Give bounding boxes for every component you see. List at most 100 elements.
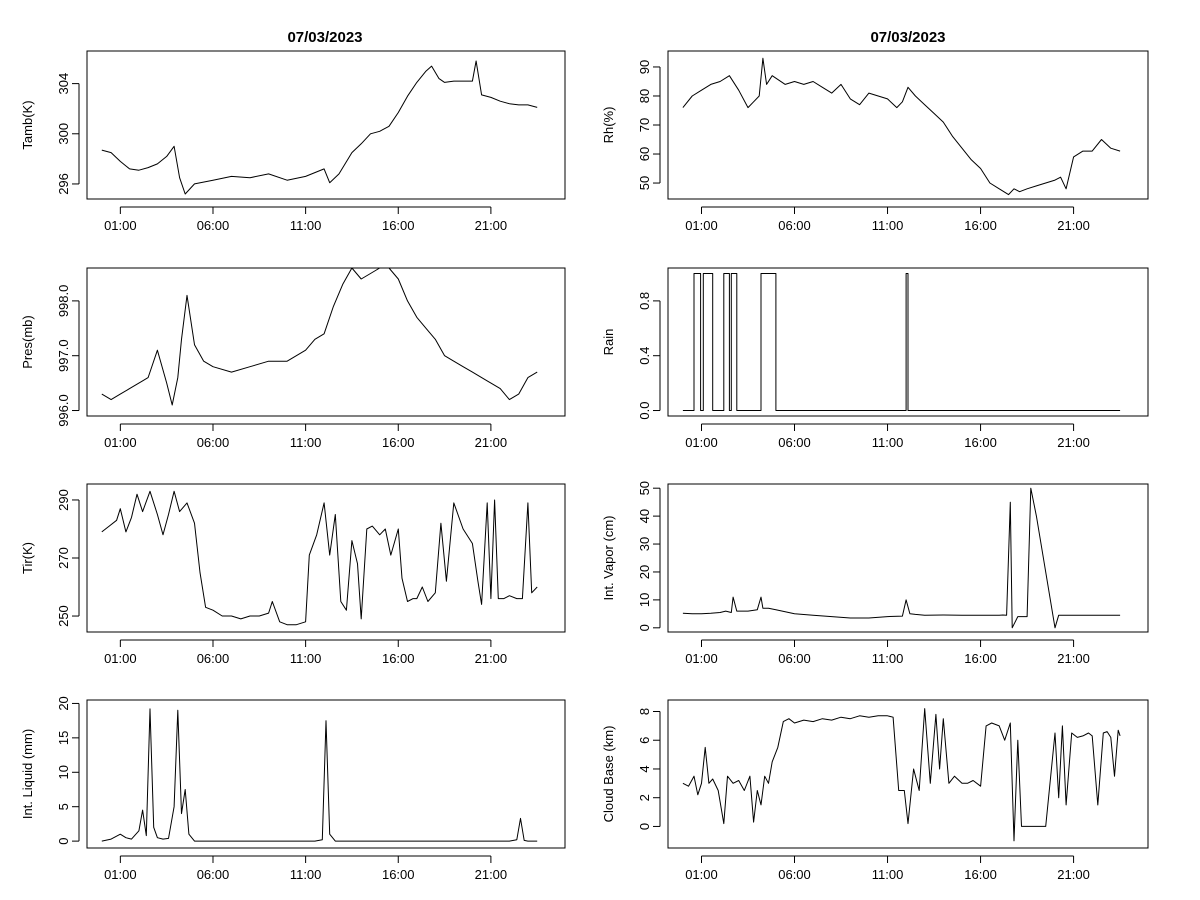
- vapor-plot-frame: [667, 483, 1149, 633]
- tir-series-line: [101, 490, 538, 626]
- vapor-y-tick-label: 20: [637, 565, 652, 579]
- panel-tamb: 01:00 06:00 11:00 16:00 21:00 296 300 304 Tamb(K…: [20, 50, 566, 233]
- cloudbase-series-line: [682, 708, 1121, 842]
- pres-x-tick-label: 01:00: [104, 435, 137, 450]
- panel-grid: 01:00 06:00 11:00 16:00 21:00 296 300 304 Tamb(K…: [20, 50, 1149, 882]
- liquid-x-tick-label: 01:00: [104, 867, 137, 882]
- cloudbase-x-tick-label: 11:00: [872, 867, 904, 882]
- cloudbase-y-tick-label: 6: [637, 737, 652, 744]
- rain-x-tick-label: 01:00: [685, 435, 718, 450]
- cloudbase-x-tick-label: 06:00: [778, 867, 811, 882]
- cloudbase-x-tick-label: 01:00: [685, 867, 718, 882]
- pres-plot-frame: [86, 267, 566, 417]
- pres-y-tick-label: 998.0: [56, 285, 71, 318]
- tamb-series-line: [101, 60, 538, 195]
- rh-y-tick-label: 80: [637, 89, 652, 103]
- tamb-y-tick-label: 304: [56, 73, 71, 95]
- rain-x-tick-label: 11:00: [872, 435, 904, 450]
- pres-y-tick-label: 997.0: [56, 339, 71, 372]
- tamb-x-tick-label: 01:00: [104, 218, 137, 233]
- tamb-x-tick-label: 11:00: [290, 218, 322, 233]
- rh-x-tick-label: 16:00: [964, 218, 997, 233]
- liquid-y-axis-label: Int. Liquid (mm): [20, 729, 35, 819]
- cloudbase-y-tick-label: 2: [637, 794, 652, 801]
- liquid-x-tick-label: 16:00: [382, 867, 415, 882]
- rain-series-line: [682, 273, 1121, 411]
- rain-y-tick-label: 0.0: [637, 401, 652, 419]
- pres-series-line: [101, 267, 538, 406]
- panel-pres: 01:00 06:00 11:00 16:00 21:00 996.0 997.0 998.0…: [20, 267, 566, 450]
- rh-x-tick-label: 11:00: [872, 218, 904, 233]
- rh-y-axis-label: Rh(%): [601, 107, 616, 144]
- rh-y-tick-label: 70: [637, 118, 652, 132]
- tamb-y-tick-label: 300: [56, 123, 71, 145]
- right-column-title: 07/03/2023: [870, 29, 945, 46]
- left-column-title: 07/03/2023: [287, 29, 362, 46]
- tir-y-tick-label: 290: [56, 489, 71, 511]
- tamb-y-axis-label: Tamb(K): [20, 100, 35, 149]
- pres-y-tick-label: 996.0: [56, 394, 71, 427]
- panel-vapor: 01:00 06:00 11:00 16:00 21:00 0 10 20 30 40 50 Int.…: [601, 481, 1149, 666]
- tamb-x-tick-label: 06:00: [197, 218, 230, 233]
- vapor-y-tick-label: 40: [637, 509, 652, 523]
- tir-x-tick-label: 11:00: [290, 651, 322, 666]
- rh-x-tick-label: 01:00: [685, 218, 718, 233]
- rh-x-tick-label: 06:00: [778, 218, 811, 233]
- rain-plot-frame: [667, 267, 1149, 417]
- liquid-x-tick-label: 11:00: [290, 867, 322, 882]
- cloudbase-x-tick-label: 21:00: [1057, 867, 1090, 882]
- tir-x-tick-label: 16:00: [382, 651, 415, 666]
- tir-x-tick-label: 01:00: [104, 651, 137, 666]
- liquid-x-tick-label: 21:00: [475, 867, 508, 882]
- panel-tir: 01:00 06:00 11:00 16:00 21:00 250 270 290 Tir(K): [20, 483, 566, 666]
- tir-x-tick-label: 21:00: [475, 651, 508, 666]
- tir-y-tick-label: 250: [56, 605, 71, 627]
- liquid-y-tick-label: 0: [56, 837, 71, 844]
- tir-y-tick-label: 270: [56, 547, 71, 569]
- liquid-y-tick-label: 10: [56, 765, 71, 779]
- vapor-x-tick-label: 11:00: [872, 651, 904, 666]
- rh-series-line: [682, 57, 1121, 196]
- liquid-x-tick-label: 06:00: [197, 867, 230, 882]
- rh-y-tick-label: 60: [637, 147, 652, 161]
- rain-y-axis-label: Rain: [601, 329, 616, 356]
- rain-y-tick-label: 0.4: [637, 347, 652, 365]
- panel-cloudbase: 01:00 06:00 11:00 16:00 21:00 0 2 4 6 8 Cloud Base…: [601, 699, 1149, 882]
- tir-plot-frame: [86, 483, 566, 633]
- rain-x-tick-label: 06:00: [778, 435, 811, 450]
- liquid-y-tick-label: 5: [56, 803, 71, 810]
- panel-liquid: 01:00 06:00 11:00 16:00 21:00 0 5 10 15 20 Int. Li…: [20, 696, 566, 882]
- cloudbase-y-axis-label: Cloud Base (km): [601, 726, 616, 823]
- liquid-plot-frame: [86, 699, 566, 849]
- pres-x-tick-label: 21:00: [475, 435, 508, 450]
- pres-x-tick-label: 16:00: [382, 435, 415, 450]
- cloudbase-y-tick-label: 0: [637, 823, 652, 830]
- pres-y-axis-label: Pres(mb): [20, 315, 35, 368]
- rh-x-tick-label: 21:00: [1057, 218, 1090, 233]
- rain-y-tick-label: 0.8: [637, 292, 652, 310]
- tamb-plot-frame: [86, 50, 566, 200]
- rh-y-tick-label: 90: [637, 60, 652, 74]
- cloudbase-y-tick-label: 4: [637, 765, 652, 772]
- vapor-x-tick-label: 01:00: [685, 651, 718, 666]
- vapor-x-tick-label: 21:00: [1057, 651, 1090, 666]
- rain-x-tick-label: 16:00: [964, 435, 997, 450]
- tamb-x-tick-label: 16:00: [382, 218, 415, 233]
- liquid-y-tick-label: 20: [56, 696, 71, 710]
- liquid-y-tick-label: 15: [56, 731, 71, 745]
- rh-y-tick-label: 50: [637, 176, 652, 190]
- tamb-x-tick-label: 21:00: [475, 218, 508, 233]
- pres-x-tick-label: 11:00: [290, 435, 322, 450]
- panel-rain: 01:00 06:00 11:00 16:00 21:00 0.0 0.4 0.8 Rain: [601, 267, 1149, 450]
- vapor-series-line: [682, 487, 1121, 629]
- cloudbase-plot-frame: [667, 699, 1149, 849]
- vapor-x-tick-label: 06:00: [778, 651, 811, 666]
- tamb-y-tick-label: 296: [56, 173, 71, 195]
- cloudbase-x-tick-label: 16:00: [964, 867, 997, 882]
- panel-rh: 01:00 06:00 11:00 16:00 21:00 50 60 70 80 90 Rh(%): [601, 50, 1149, 233]
- vapor-y-tick-label: 0: [637, 624, 652, 631]
- cloudbase-y-tick-label: 8: [637, 708, 652, 715]
- vapor-y-tick-label: 50: [637, 481, 652, 495]
- tir-y-axis-label: Tir(K): [20, 542, 35, 574]
